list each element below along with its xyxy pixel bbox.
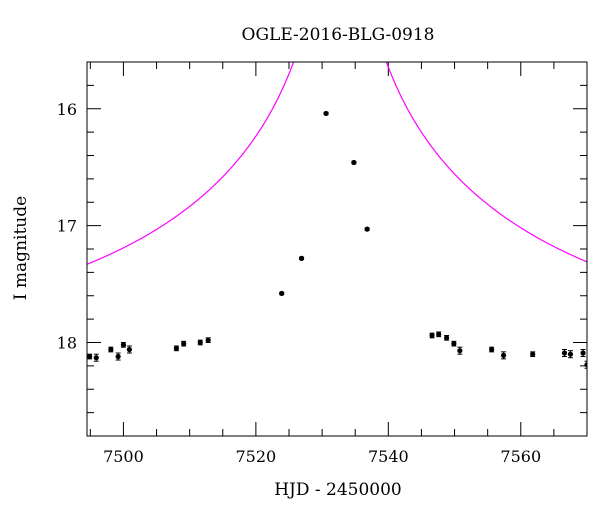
data-point (580, 349, 586, 358)
chart-title: OGLE-2016-BLG-0918 (242, 25, 435, 45)
data-point (108, 346, 114, 353)
x-tick-label: 7540 (368, 447, 409, 466)
data-point (115, 352, 121, 361)
data-point (436, 331, 442, 338)
model-curve-layer (87, 62, 587, 265)
data-point (584, 360, 587, 369)
y-axis-label: I magnitude (11, 196, 31, 300)
x-tick-label: 7500 (103, 447, 144, 466)
data-point (429, 332, 435, 339)
point-marker (364, 226, 370, 232)
data-point (489, 346, 495, 353)
y-tick-label: 16 (57, 100, 77, 119)
data-point (500, 351, 507, 360)
data-point (567, 350, 574, 359)
point-marker (87, 353, 93, 360)
plot-frame (86, 61, 588, 437)
data-point (351, 159, 357, 166)
y-tick-label: 18 (57, 334, 77, 353)
point-marker (173, 345, 180, 351)
x-tick-label: 7560 (500, 447, 541, 466)
point-marker (457, 348, 463, 354)
point-marker (115, 353, 121, 360)
data-point (451, 340, 457, 347)
point-marker (126, 346, 132, 353)
model-curve (87, 62, 587, 265)
point-marker (197, 339, 203, 346)
point-marker (584, 362, 587, 368)
data-point (444, 334, 450, 341)
axis-ticks (87, 61, 588, 437)
point-marker (580, 350, 586, 356)
point-marker (93, 355, 99, 361)
point-marker (530, 351, 536, 357)
data-point (173, 345, 180, 352)
point-marker (436, 331, 442, 337)
data-point (323, 110, 329, 117)
point-marker (279, 290, 285, 297)
point-marker (351, 159, 357, 166)
point-marker (444, 335, 450, 341)
data-point (298, 255, 305, 261)
point-marker (567, 351, 574, 357)
data-point (279, 290, 285, 297)
data-point (181, 340, 187, 347)
data-point (120, 342, 127, 348)
data-point (87, 353, 93, 360)
point-marker (500, 352, 507, 358)
data-points-layer (87, 110, 587, 369)
data-point (530, 351, 536, 358)
data-point (457, 346, 463, 355)
data-point (93, 353, 99, 362)
point-marker (561, 350, 568, 356)
point-marker (323, 110, 329, 117)
point-marker (489, 346, 495, 353)
point-marker (205, 337, 211, 343)
point-marker (120, 342, 127, 348)
point-marker (108, 346, 114, 353)
y-tick-label: 17 (57, 217, 77, 236)
point-marker (181, 341, 187, 347)
point-marker (429, 332, 435, 339)
x-tick-label: 7520 (236, 447, 277, 466)
tick-labels: 7500 7520 7540 7560 16 17 18 (57, 100, 541, 466)
point-marker (451, 341, 457, 347)
data-point (205, 337, 211, 343)
data-point (561, 349, 568, 358)
point-marker (298, 255, 305, 261)
data-point (126, 345, 132, 354)
data-point (364, 226, 370, 232)
x-axis-label: HJD - 2450000 (274, 480, 402, 500)
data-point (197, 339, 203, 346)
